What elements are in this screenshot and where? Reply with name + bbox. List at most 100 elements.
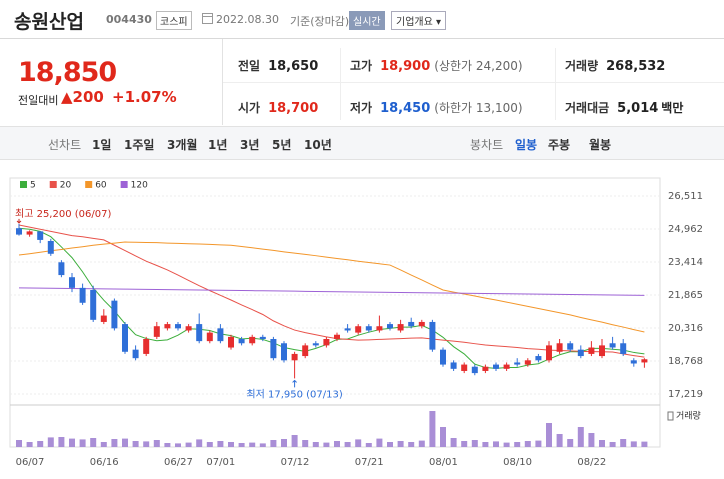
volume-bar [270, 440, 277, 447]
candle-body [259, 336, 266, 340]
candle-body [185, 326, 192, 331]
candle-body [143, 339, 150, 354]
volume-bar [90, 438, 97, 447]
divider [555, 48, 556, 120]
period-tab[interactable]: 3년 [240, 138, 260, 152]
stat-value: 18,700 [268, 101, 319, 116]
volume-bar [79, 439, 86, 447]
realtime-button[interactable]: 실시간 [349, 11, 385, 30]
period-tab[interactable]: 5년 [272, 138, 292, 152]
volume-bar [630, 441, 637, 447]
stat-label: 거래대금 [565, 101, 610, 115]
candle-body [111, 300, 118, 329]
volume-bar [408, 442, 415, 447]
legend-label: 120 [131, 181, 148, 191]
volume-bar [535, 440, 542, 447]
candle-body [90, 289, 97, 320]
stat-note: (하한가 13,100) [434, 101, 523, 115]
stat-value: 18,450 [380, 101, 431, 116]
header: 송원산업 004430 코스피 2022.08.30 기준(장마감) 실시간 기… [0, 0, 724, 39]
volume-bar [577, 427, 584, 447]
volume-bar [641, 441, 648, 447]
candle-body [450, 362, 457, 369]
period-tab[interactable]: 1년 [208, 138, 228, 152]
volume-bar [217, 441, 224, 447]
candle-body [429, 321, 436, 350]
volume-bar [58, 437, 65, 447]
price-summary: 18,850 전일대비 ▲200 +1.07% [0, 39, 223, 125]
y-tick-label: 17,219 [668, 389, 703, 400]
volume-bar [302, 440, 309, 447]
volume-bar [26, 442, 33, 447]
candle-body [164, 324, 171, 329]
legend-label: 5 [30, 181, 36, 191]
volume-bar [238, 443, 245, 447]
volume-bar [281, 439, 287, 447]
calendar-icon [202, 13, 213, 24]
legend-swatch [85, 181, 93, 188]
stat-label: 고가 [350, 59, 373, 73]
candle-body [312, 343, 319, 346]
x-tick-label: 06/07 [16, 457, 45, 468]
period-tab[interactable]: 1주일 [124, 138, 155, 152]
stat-value: 268,532 [606, 59, 666, 74]
volume-bar [206, 442, 213, 447]
volume-bar [344, 442, 351, 447]
candle-body [228, 336, 234, 348]
y-tick-label: 23,414 [668, 257, 703, 268]
candle-body [270, 339, 277, 359]
candle-body [249, 336, 256, 344]
candle-body [323, 339, 330, 346]
volume-bar [471, 440, 478, 447]
candle-body [599, 345, 605, 357]
volume-bar [418, 440, 425, 447]
candle-body [588, 347, 595, 354]
period-tab[interactable]: 10년 [304, 138, 332, 152]
candle-body [387, 324, 393, 329]
stat-label: 저가 [350, 101, 373, 115]
volume-bar [122, 438, 128, 447]
candle-body [238, 339, 245, 344]
candle-body [408, 321, 415, 327]
stat-item: 전일 18,650 [238, 57, 318, 74]
candle-body [153, 326, 160, 337]
stat-value: 18,650 [268, 59, 319, 74]
volume-bar [111, 439, 118, 447]
stat-item: 시가 18,700 [238, 99, 318, 116]
stock-name: 송원산업 [14, 11, 84, 33]
candle-body [397, 324, 404, 331]
volume-bar [16, 440, 22, 447]
company-button[interactable]: 기업개요 ▾ [391, 11, 446, 30]
stat-note: (상한가 24,200) [434, 59, 523, 73]
x-tick-label: 08/10 [503, 457, 532, 468]
y-tick-label: 26,511 [668, 191, 703, 202]
candle-body [524, 360, 531, 365]
volume-bar [100, 442, 107, 447]
legend-swatch [120, 181, 128, 188]
candle-body [69, 277, 75, 288]
x-tick-label: 08/22 [577, 457, 606, 468]
candle-tab[interactable]: 일봉 [515, 138, 538, 152]
candle-body [556, 343, 563, 352]
legend-label: 20 [60, 181, 72, 191]
candle-body [630, 360, 637, 364]
candle-body [79, 287, 86, 303]
candle-tab[interactable]: 주봉 [548, 138, 571, 152]
high-annotation: 최고 25,200 (06/07) [15, 208, 111, 220]
candle-tab[interactable]: 월봉 [589, 138, 612, 152]
change-value: ▲200 [61, 88, 104, 106]
chart: 26,511 24,962 23,414 21,865 20,316 18,768 17,2… [9, 177, 703, 468]
stat-item: 저가 18,450 (하한가 13,100) [350, 99, 523, 116]
volume-bar [185, 442, 192, 447]
low-arrow [292, 379, 297, 388]
volume-label: 거래량 [676, 410, 701, 422]
candle-body [440, 349, 446, 365]
candle-body [567, 343, 574, 350]
change-rate: +1.07% [112, 88, 177, 106]
candle-body [16, 228, 22, 235]
candle-body [37, 231, 44, 240]
period-tab[interactable]: 3개월 [167, 138, 198, 152]
candle-body [641, 359, 648, 363]
period-tab[interactable]: 1일 [92, 138, 112, 152]
